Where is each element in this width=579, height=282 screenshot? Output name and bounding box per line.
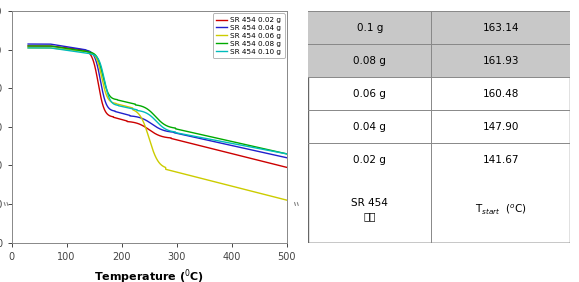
SR 454 0.10 g (144, 112, 151, 115)
SR 454 0.02 g (25, 44, 32, 48)
SR 454 0.04 g (276, 154, 283, 158)
SR 454 0.04 g (283, 156, 290, 159)
SR 454 0.02 g (144, 127, 151, 130)
SR 454 0.10 g (25, 46, 32, 50)
SR 454 0.08 g (276, 151, 283, 154)
Bar (308, 11, 570, 77)
SR 454 0.10 g (38, 46, 45, 50)
Line: SR 454 0.08 g: SR 454 0.08 g (28, 46, 287, 154)
SR 454 0.10 g (228, 142, 235, 145)
Text: 0.08 g: 0.08 g (353, 56, 386, 66)
SR 454 0.10 g (276, 151, 283, 154)
Text: 0.04 g: 0.04 g (353, 122, 386, 132)
SR 454 0.04 g (144, 119, 151, 123)
SR 454 0.06 g (276, 197, 283, 200)
SR 454 0.10 g (283, 152, 290, 156)
SR 454 0.02 g (283, 166, 290, 169)
SR 454 0.06 g (283, 199, 290, 202)
SR 454 0.06 g (151, 151, 157, 155)
Line: SR 454 0.10 g: SR 454 0.10 g (28, 48, 287, 154)
SR 454 0.02 g (276, 164, 283, 167)
SR 454 0.08 g (283, 152, 290, 156)
SR 454 0.08 g (38, 44, 45, 48)
Text: SR 454
함량: SR 454 함량 (351, 198, 389, 221)
Text: 0.06 g: 0.06 g (353, 89, 386, 99)
SR 454 0.06 g (25, 46, 32, 50)
SR 454 0.10 g (276, 151, 283, 154)
SR 454 0.06 g (144, 130, 151, 133)
Legend: SR 454 0.02 g, SR 454 0.04 g, SR 454 0.06 g, SR 454 0.08 g, SR 454 0.10 g: SR 454 0.02 g, SR 454 0.04 g, SR 454 0.0… (212, 14, 285, 58)
SR 454 0.02 g (151, 131, 157, 135)
SR 454 0.08 g (144, 107, 151, 111)
Text: 0.02 g: 0.02 g (353, 155, 386, 165)
SR 454 0.10 g (151, 117, 157, 120)
Text: T$_{start}$  ($^o$C): T$_{start}$ ($^o$C) (475, 202, 527, 217)
SR 454 0.04 g (228, 144, 235, 147)
SR 454 0.06 g (276, 197, 283, 200)
Line: SR 454 0.06 g: SR 454 0.06 g (28, 48, 287, 200)
SR 454 0.02 g (228, 152, 235, 155)
Text: 163.14: 163.14 (483, 23, 519, 33)
SR 454 0.08 g (228, 140, 235, 143)
SR 454 0.04 g (151, 124, 157, 127)
Text: 161.93: 161.93 (483, 56, 519, 66)
SR 454 0.06 g (228, 184, 235, 188)
Text: 160.48: 160.48 (483, 89, 519, 99)
Text: 0.1 g: 0.1 g (357, 23, 383, 33)
Text: 141.67: 141.67 (483, 155, 519, 165)
SR 454 0.04 g (25, 42, 32, 46)
Line: SR 454 0.02 g: SR 454 0.02 g (28, 46, 287, 168)
SR 454 0.04 g (38, 42, 45, 46)
SR 454 0.08 g (25, 44, 32, 48)
SR 454 0.06 g (38, 46, 45, 50)
Line: SR 454 0.04 g: SR 454 0.04 g (28, 44, 287, 158)
SR 454 0.08 g (276, 151, 283, 154)
SR 454 0.04 g (276, 154, 283, 158)
SR 454 0.02 g (38, 44, 45, 48)
SR 454 0.08 g (151, 113, 157, 116)
Text: 147.90: 147.90 (483, 122, 519, 132)
SR 454 0.02 g (276, 164, 283, 167)
X-axis label: Temperature ($^0$C): Temperature ($^0$C) (94, 267, 204, 282)
